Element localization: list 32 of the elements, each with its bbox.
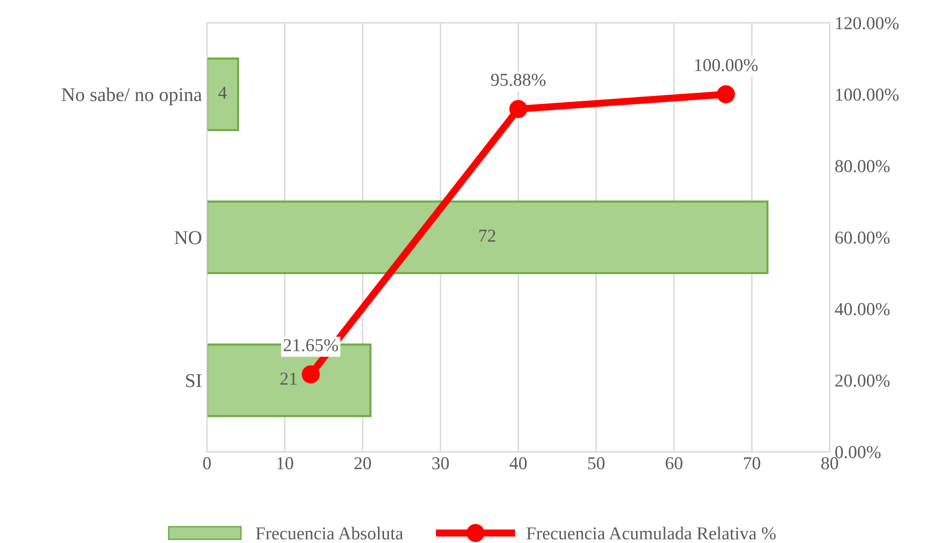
data-label: 21 — [280, 372, 297, 385]
data-label: 4 — [218, 86, 227, 99]
data-label: 95.88% — [491, 74, 546, 86]
x-tick-label: 10 — [277, 457, 294, 470]
x-tick-label: 30 — [432, 457, 449, 470]
data-label: 72 — [479, 230, 496, 242]
y-tick-label: No sabe/ no opina — [62, 88, 202, 106]
y-tick-label: 40.00% — [834, 303, 890, 316]
point — [716, 85, 735, 104]
x-tick-label: 40 — [510, 457, 527, 470]
bar — [206, 58, 240, 132]
y-tick-label: 120.00% — [836, 17, 899, 30]
bar — [206, 200, 768, 274]
legend-label: Frecuencia Absoluta — [256, 526, 404, 540]
x-tick-label: 50 — [588, 457, 605, 470]
x-tick-label: 20 — [354, 457, 371, 470]
x-tick-label: 0 — [203, 457, 211, 470]
x-tick-label: 70 — [744, 457, 760, 470]
y-tick-label: NO — [174, 231, 202, 244]
legend-label: Frecuencia Acumulada Relativa % — [526, 526, 776, 540]
point — [509, 100, 528, 118]
y-tick-label: 80.00% — [835, 160, 890, 172]
x-tick-label: 80 — [821, 457, 838, 470]
data-label: 100.00% — [695, 59, 758, 72]
x-tick-label: 60 — [666, 457, 682, 470]
y-tick-label: 60.00% — [835, 232, 890, 244]
y-tick-label: 100.00% — [836, 88, 899, 101]
point — [302, 365, 320, 384]
y-tick-label: SI — [186, 374, 202, 388]
y-tick-label: 0.00% — [835, 446, 881, 458]
y-tick-label: 20.00% — [835, 374, 890, 387]
data-label: 21.65% — [284, 339, 338, 352]
